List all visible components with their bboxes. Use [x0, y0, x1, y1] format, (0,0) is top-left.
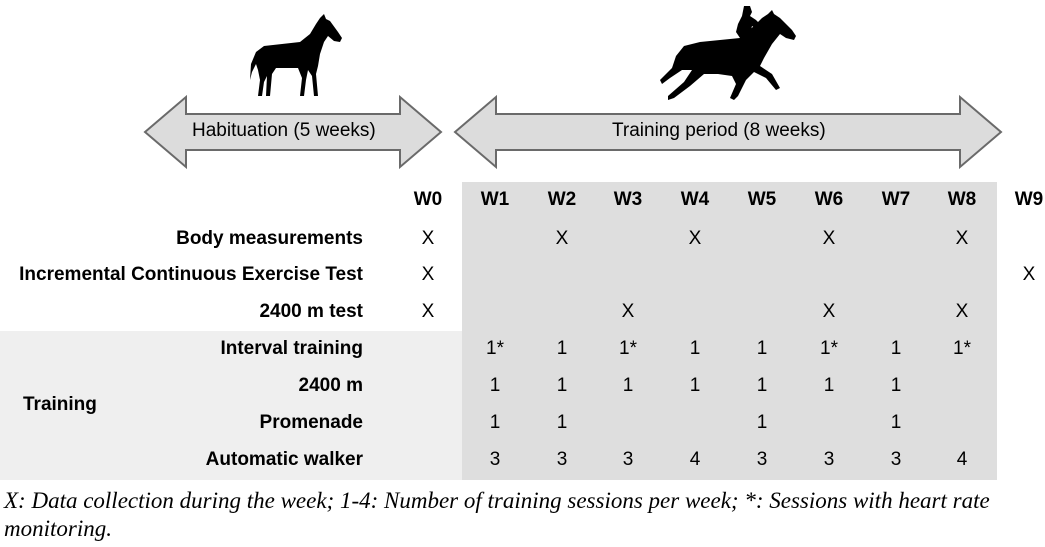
habituation-label: Habituation (5 weeks) [192, 120, 376, 141]
figure-caption: X: Data collection during the week; 1-4:… [4, 488, 990, 541]
row-label-automatic-walker: Automatic walker [205, 449, 363, 470]
schedule-cell: 3 [890, 449, 902, 470]
standing-horse-icon [250, 14, 342, 96]
schedule-cell: 1 [890, 375, 902, 396]
training-band [0, 331, 462, 480]
schedule-cell: 1 [622, 375, 634, 396]
schedule-cell: X [421, 264, 435, 285]
schedule-cell: X [621, 301, 635, 322]
schedule-cell: 3 [756, 449, 768, 470]
training-period-shading [462, 182, 997, 480]
schedule-cell: 1 [756, 375, 768, 396]
schedule-cell: 1 [689, 338, 701, 359]
racehorse-with-jockey-icon [660, 6, 796, 100]
schedule-cell: 1* [619, 338, 637, 359]
schedule-cell: X [822, 228, 836, 249]
schedule-cell: 3 [823, 449, 835, 470]
habituation-arrow [143, 94, 443, 170]
row-label-interval-training: Interval training [220, 338, 363, 359]
week-header: W9 [1014, 189, 1044, 210]
training-period-label: Training period (8 weeks) [612, 120, 826, 141]
schedule-cell: 1 [556, 338, 568, 359]
schedule-cell: 1* [820, 338, 838, 359]
schedule-cell: 1 [890, 412, 902, 433]
schedule-cell: 1 [756, 412, 768, 433]
week-header: W3 [613, 189, 643, 210]
schedule-cell: 1 [890, 338, 902, 359]
training-period-arrow [453, 94, 1003, 170]
schedule-cell: 1 [489, 412, 501, 433]
week-header: W2 [547, 189, 577, 210]
week-header: W5 [747, 189, 777, 210]
row-label-incremental-test: Incremental Continuous Exercise Test [19, 264, 363, 285]
schedule-cell: 1 [489, 375, 501, 396]
schedule-cell: 1* [953, 338, 971, 359]
schedule-cell: 4 [956, 449, 968, 470]
training-group-label: Training [23, 394, 97, 415]
schedule-cell: 1 [556, 412, 568, 433]
schedule-cell: X [421, 301, 435, 322]
week-header: W6 [814, 189, 844, 210]
week-header: W7 [881, 189, 911, 210]
schedule-cell: 1 [556, 375, 568, 396]
schedule-cell: X [955, 228, 969, 249]
week-header: W0 [413, 189, 443, 210]
row-label-body-measurements: Body measurements [176, 228, 363, 249]
row-label-promenade: Promenade [259, 412, 363, 433]
schedule-cell: 3 [489, 449, 501, 470]
schedule-cell: X [955, 301, 969, 322]
schedule-cell: 1 [823, 375, 835, 396]
schedule-cell: X [555, 228, 569, 249]
schedule-cell: 4 [689, 449, 701, 470]
schedule-cell: X [1022, 264, 1036, 285]
schedule-cell: 1 [689, 375, 701, 396]
schedule-cell: 1* [486, 338, 504, 359]
schedule-cell: X [688, 228, 702, 249]
schedule-cell: X [822, 301, 836, 322]
schedule-cell: 3 [556, 449, 568, 470]
week-header: W4 [680, 189, 710, 210]
schedule-cell: X [421, 228, 435, 249]
week-header: W8 [947, 189, 977, 210]
schedule-cell: 3 [622, 449, 634, 470]
row-label-2400m-test: 2400 m test [259, 301, 363, 322]
week-header: W1 [480, 189, 510, 210]
row-label-2400m: 2400 m [298, 375, 363, 396]
schedule-cell: 1 [756, 338, 768, 359]
